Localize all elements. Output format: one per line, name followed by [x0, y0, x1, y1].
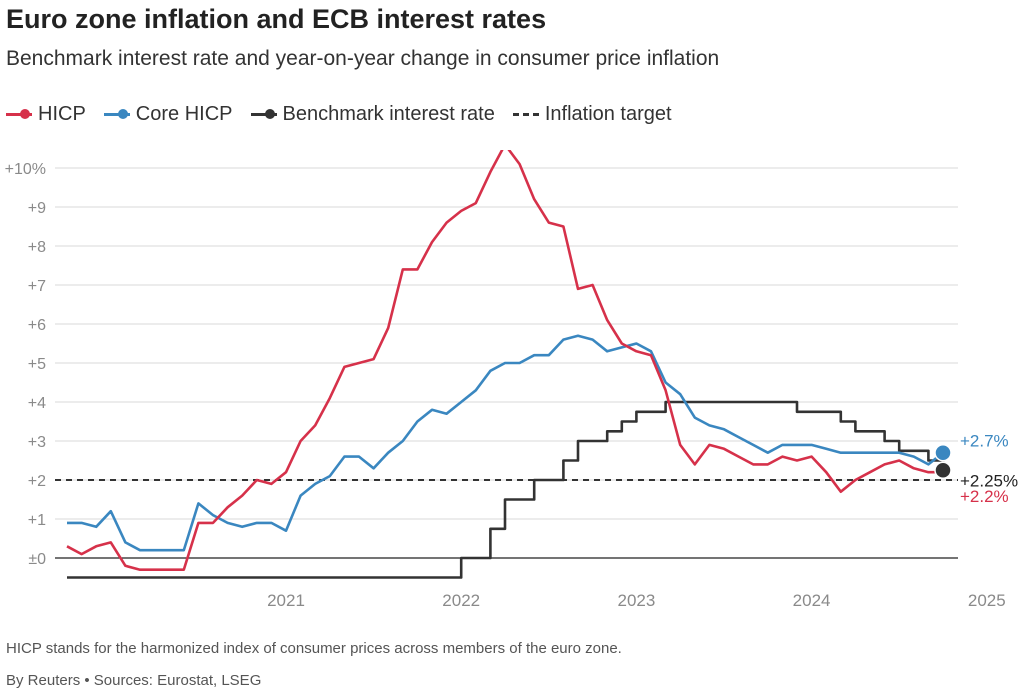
chart-subtitle: Benchmark interest rate and year-on-year…	[6, 47, 720, 70]
y-tick-label: +1	[28, 512, 46, 529]
legend-label-core-hicp: Core HICP	[135, 102, 233, 125]
y-tick-label: +2	[28, 473, 46, 490]
legend-label-benchmark-rate: Benchmark interest rate	[282, 102, 495, 125]
source-line: By Reuters • Sources: Eurostat, LSEG	[6, 672, 262, 689]
benchmark-interest-rate-series-line	[67, 400, 945, 579]
benchmark-interest-rate-end-dot	[934, 461, 952, 479]
y-tick-label: +10%	[5, 161, 46, 178]
y-tick-label: +8	[28, 239, 46, 256]
y-tick-label: +9	[28, 200, 46, 217]
core-hicp-series-line	[67, 334, 944, 552]
y-tick-label: +4	[28, 395, 46, 412]
y-tick-label: +7	[28, 278, 46, 295]
hicp-series-line	[66, 150, 943, 572]
legend-item-hicp: HICP	[6, 103, 86, 126]
hicp-end-label: +2.2%	[960, 487, 1009, 506]
benchmark-rate-swatch-icon	[250, 107, 277, 121]
y-tick-label: +6	[28, 317, 46, 334]
y-tick-label: +3	[28, 434, 46, 451]
chart-plot: ±0 +1 +2 +3 +4 +5 +6 +7 +8 +9 +10% 2021 2022 2023 2024…	[5, 150, 1018, 610]
legend-item-core-hicp: Core HICP	[103, 102, 233, 126]
legend-label-hicp: HICP	[38, 102, 86, 125]
legend-label-inflation-target: Inflation target	[544, 102, 672, 125]
benchmark-interest-rate-end-label: +2.25%	[960, 471, 1018, 490]
legend-item-benchmark-rate: Benchmark interest rate	[250, 102, 495, 126]
legend-item-inflation-target: Inflation target	[512, 102, 672, 126]
y-tick-label: ±0	[28, 551, 46, 568]
core-hicp-end-label: +2.7%	[960, 432, 1009, 451]
inflation-target-swatch-icon	[512, 107, 539, 121]
core-hicp-swatch-icon	[103, 107, 130, 121]
x-tick-label: 2021	[267, 591, 305, 610]
x-tick-label: 2023	[617, 591, 655, 610]
x-tick-label: 2024	[793, 591, 831, 610]
hicp-swatch-icon	[6, 107, 32, 121]
x-tick-label: 2025	[968, 591, 1006, 610]
y-tick-label: +5	[28, 356, 46, 373]
legend: HICP Core HICP Benchmark interest rate I…	[6, 100, 690, 128]
footnote: HICP stands for the harmonized index of …	[6, 640, 622, 657]
core-hicp-end-dot	[934, 443, 952, 462]
chart-title: Euro zone inflation and ECB interest rat…	[6, 4, 547, 34]
x-tick-label: 2022	[442, 591, 480, 610]
